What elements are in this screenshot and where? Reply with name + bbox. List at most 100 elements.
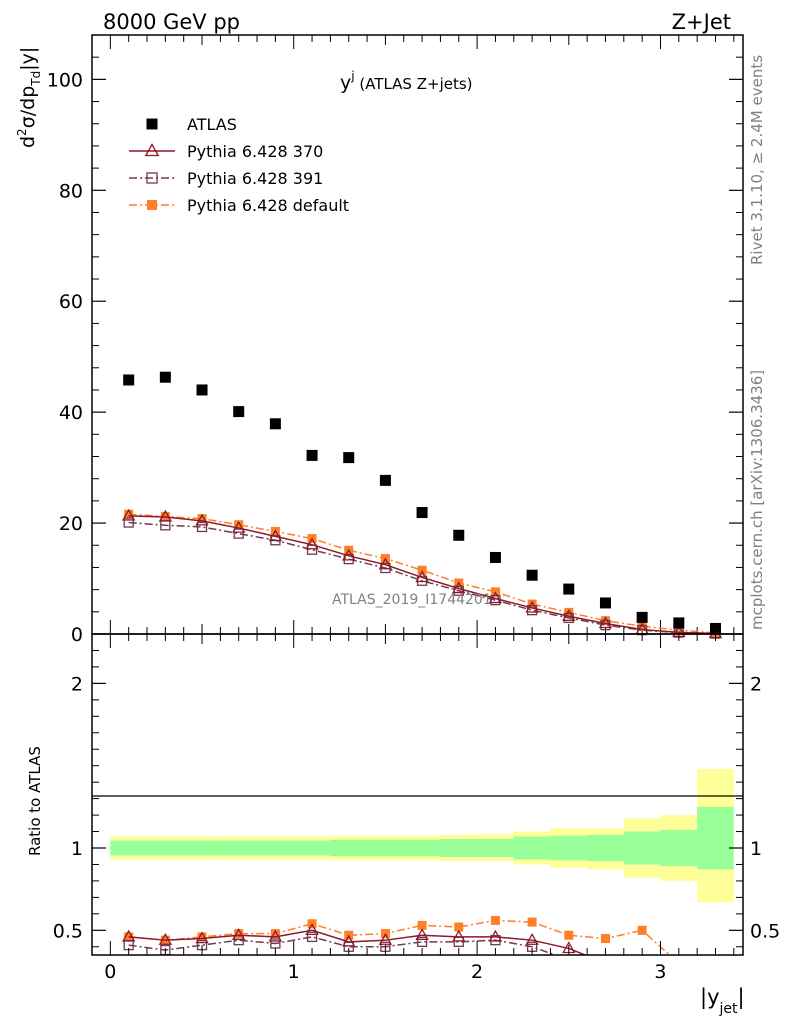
main-ylabel-end: |y| bbox=[17, 47, 39, 71]
data-point bbox=[525, 600, 539, 613]
ratio-point bbox=[564, 930, 574, 940]
legend-marker bbox=[146, 172, 158, 184]
data-point bbox=[158, 509, 173, 522]
band-inner bbox=[440, 838, 478, 858]
data-point bbox=[232, 520, 246, 533]
main-panel: 0 20 40 60 80 100 ATLAS_2019_I1744201 yj (ATL… bbox=[15, 34, 744, 646]
data-point bbox=[598, 616, 613, 629]
main-title-main: y bbox=[340, 72, 351, 94]
side-label-mcplots: mcplots.cern.ch [arXiv:1306.3436] bbox=[748, 370, 766, 630]
ratio-ytick-label-right: 0.5 bbox=[750, 920, 780, 942]
data-point bbox=[564, 607, 574, 617]
legend-label: ATLAS bbox=[187, 115, 237, 134]
data-point bbox=[563, 583, 575, 595]
main-ylabel-sup: 2 bbox=[15, 128, 29, 136]
main-ylabel-mid: σ/dp bbox=[17, 86, 39, 129]
main-ytick-label: 100 bbox=[47, 69, 83, 91]
ratio-point bbox=[197, 932, 207, 942]
ratio-point bbox=[121, 929, 136, 942]
band-inner bbox=[147, 840, 184, 856]
data-point bbox=[378, 557, 393, 570]
ratio-bands bbox=[110, 768, 734, 903]
legend-label: Pythia 6.428 391 bbox=[187, 169, 323, 188]
ratio-ylabel: Ratio to ATLAS bbox=[26, 746, 44, 856]
ratio-ytick-label-right: 1 bbox=[750, 838, 762, 860]
main-data bbox=[121, 371, 723, 639]
ratio-xlabel: |yjet| bbox=[700, 985, 745, 1017]
ratio-xtick-label: 3 bbox=[654, 961, 666, 983]
band-inner bbox=[403, 839, 441, 857]
ratio-xtick-label: 1 bbox=[288, 961, 300, 983]
ratio-data bbox=[121, 915, 671, 955]
data-point bbox=[674, 625, 684, 635]
legend: ATLAS Pythia 6.428 370 Pythia 6.428 391 Pyt… bbox=[129, 115, 349, 215]
legend-marker bbox=[144, 143, 160, 157]
series-line bbox=[128, 515, 716, 635]
ratio-point bbox=[305, 923, 319, 936]
ratio-point bbox=[270, 929, 280, 939]
ratio-point bbox=[490, 915, 500, 925]
band-inner bbox=[367, 839, 404, 857]
main-title: yj (ATLAS Z+jets) bbox=[340, 69, 473, 94]
header-left: 8000 GeV pp bbox=[103, 10, 240, 34]
data-point bbox=[124, 509, 134, 519]
side-label-rivet: Rivet 3.1.10, ≥ 2.4M events bbox=[748, 55, 766, 265]
main-ylabel-d: d bbox=[17, 136, 39, 148]
band-inner bbox=[660, 829, 698, 867]
ratio-panel: 0.5 0.5 1 1 2 2 0 1 2 3 Ratio to ATLAS |yjet| bbox=[26, 633, 780, 1017]
data-point bbox=[305, 537, 319, 550]
data-point bbox=[709, 622, 721, 634]
ratio-point bbox=[600, 934, 610, 944]
ratio-point bbox=[378, 933, 393, 945]
ratio-ytick-label-left: 0.5 bbox=[53, 920, 83, 942]
data-point bbox=[306, 544, 318, 555]
data-point bbox=[673, 617, 685, 629]
data-point bbox=[453, 529, 465, 541]
main-title-sup: j bbox=[350, 69, 354, 83]
ratio-xlabel-sub: jet bbox=[719, 1001, 739, 1017]
data-point bbox=[527, 599, 537, 609]
band-inner bbox=[257, 840, 294, 856]
main-ylabel-sub: Td bbox=[29, 71, 43, 87]
ratio-point bbox=[232, 928, 246, 940]
data-point bbox=[196, 521, 208, 533]
data-point bbox=[195, 513, 209, 526]
band-inner bbox=[623, 831, 661, 865]
data-point bbox=[269, 418, 281, 430]
ratio-ytick-label-left: 2 bbox=[71, 673, 83, 695]
data-point bbox=[121, 508, 136, 521]
ratio-frame bbox=[91, 633, 744, 956]
ratio-point bbox=[342, 934, 356, 947]
data-point bbox=[233, 528, 244, 539]
ratio-point bbox=[306, 931, 318, 943]
data-point bbox=[417, 565, 427, 575]
data-point bbox=[562, 609, 576, 621]
data-point bbox=[599, 597, 611, 609]
main-ytick-label: 20 bbox=[59, 513, 83, 535]
ratio-point bbox=[527, 917, 537, 927]
main-ytick-label: 40 bbox=[59, 402, 83, 424]
band-inner bbox=[513, 836, 551, 860]
band-inner bbox=[697, 806, 734, 870]
legend-label: Pythia 6.428 370 bbox=[187, 142, 323, 161]
ratio-ytick-label-right: 2 bbox=[750, 673, 762, 695]
data-point bbox=[196, 384, 208, 396]
legend-marker bbox=[146, 118, 158, 130]
band-inner bbox=[183, 840, 221, 856]
series-line bbox=[128, 521, 716, 635]
data-point bbox=[234, 520, 244, 530]
band-inner bbox=[293, 840, 331, 856]
data-point bbox=[526, 569, 538, 581]
ratio-point bbox=[637, 925, 647, 935]
main-title-rest: (ATLAS Z+jets) bbox=[355, 75, 473, 93]
ratio-point bbox=[417, 920, 427, 930]
data-point bbox=[306, 449, 318, 461]
ratio-ticks: 0.5 0.5 1 1 2 2 0 1 2 3 bbox=[53, 634, 780, 983]
ratio-point bbox=[416, 936, 428, 947]
ratio-point bbox=[234, 929, 244, 939]
ratio-series-pythia-6-428-default bbox=[124, 915, 671, 955]
ratio-point bbox=[415, 928, 429, 940]
ratio-series-pythia-6-428-391 bbox=[123, 931, 558, 955]
ratio-point bbox=[158, 933, 173, 945]
data-point bbox=[197, 514, 207, 524]
